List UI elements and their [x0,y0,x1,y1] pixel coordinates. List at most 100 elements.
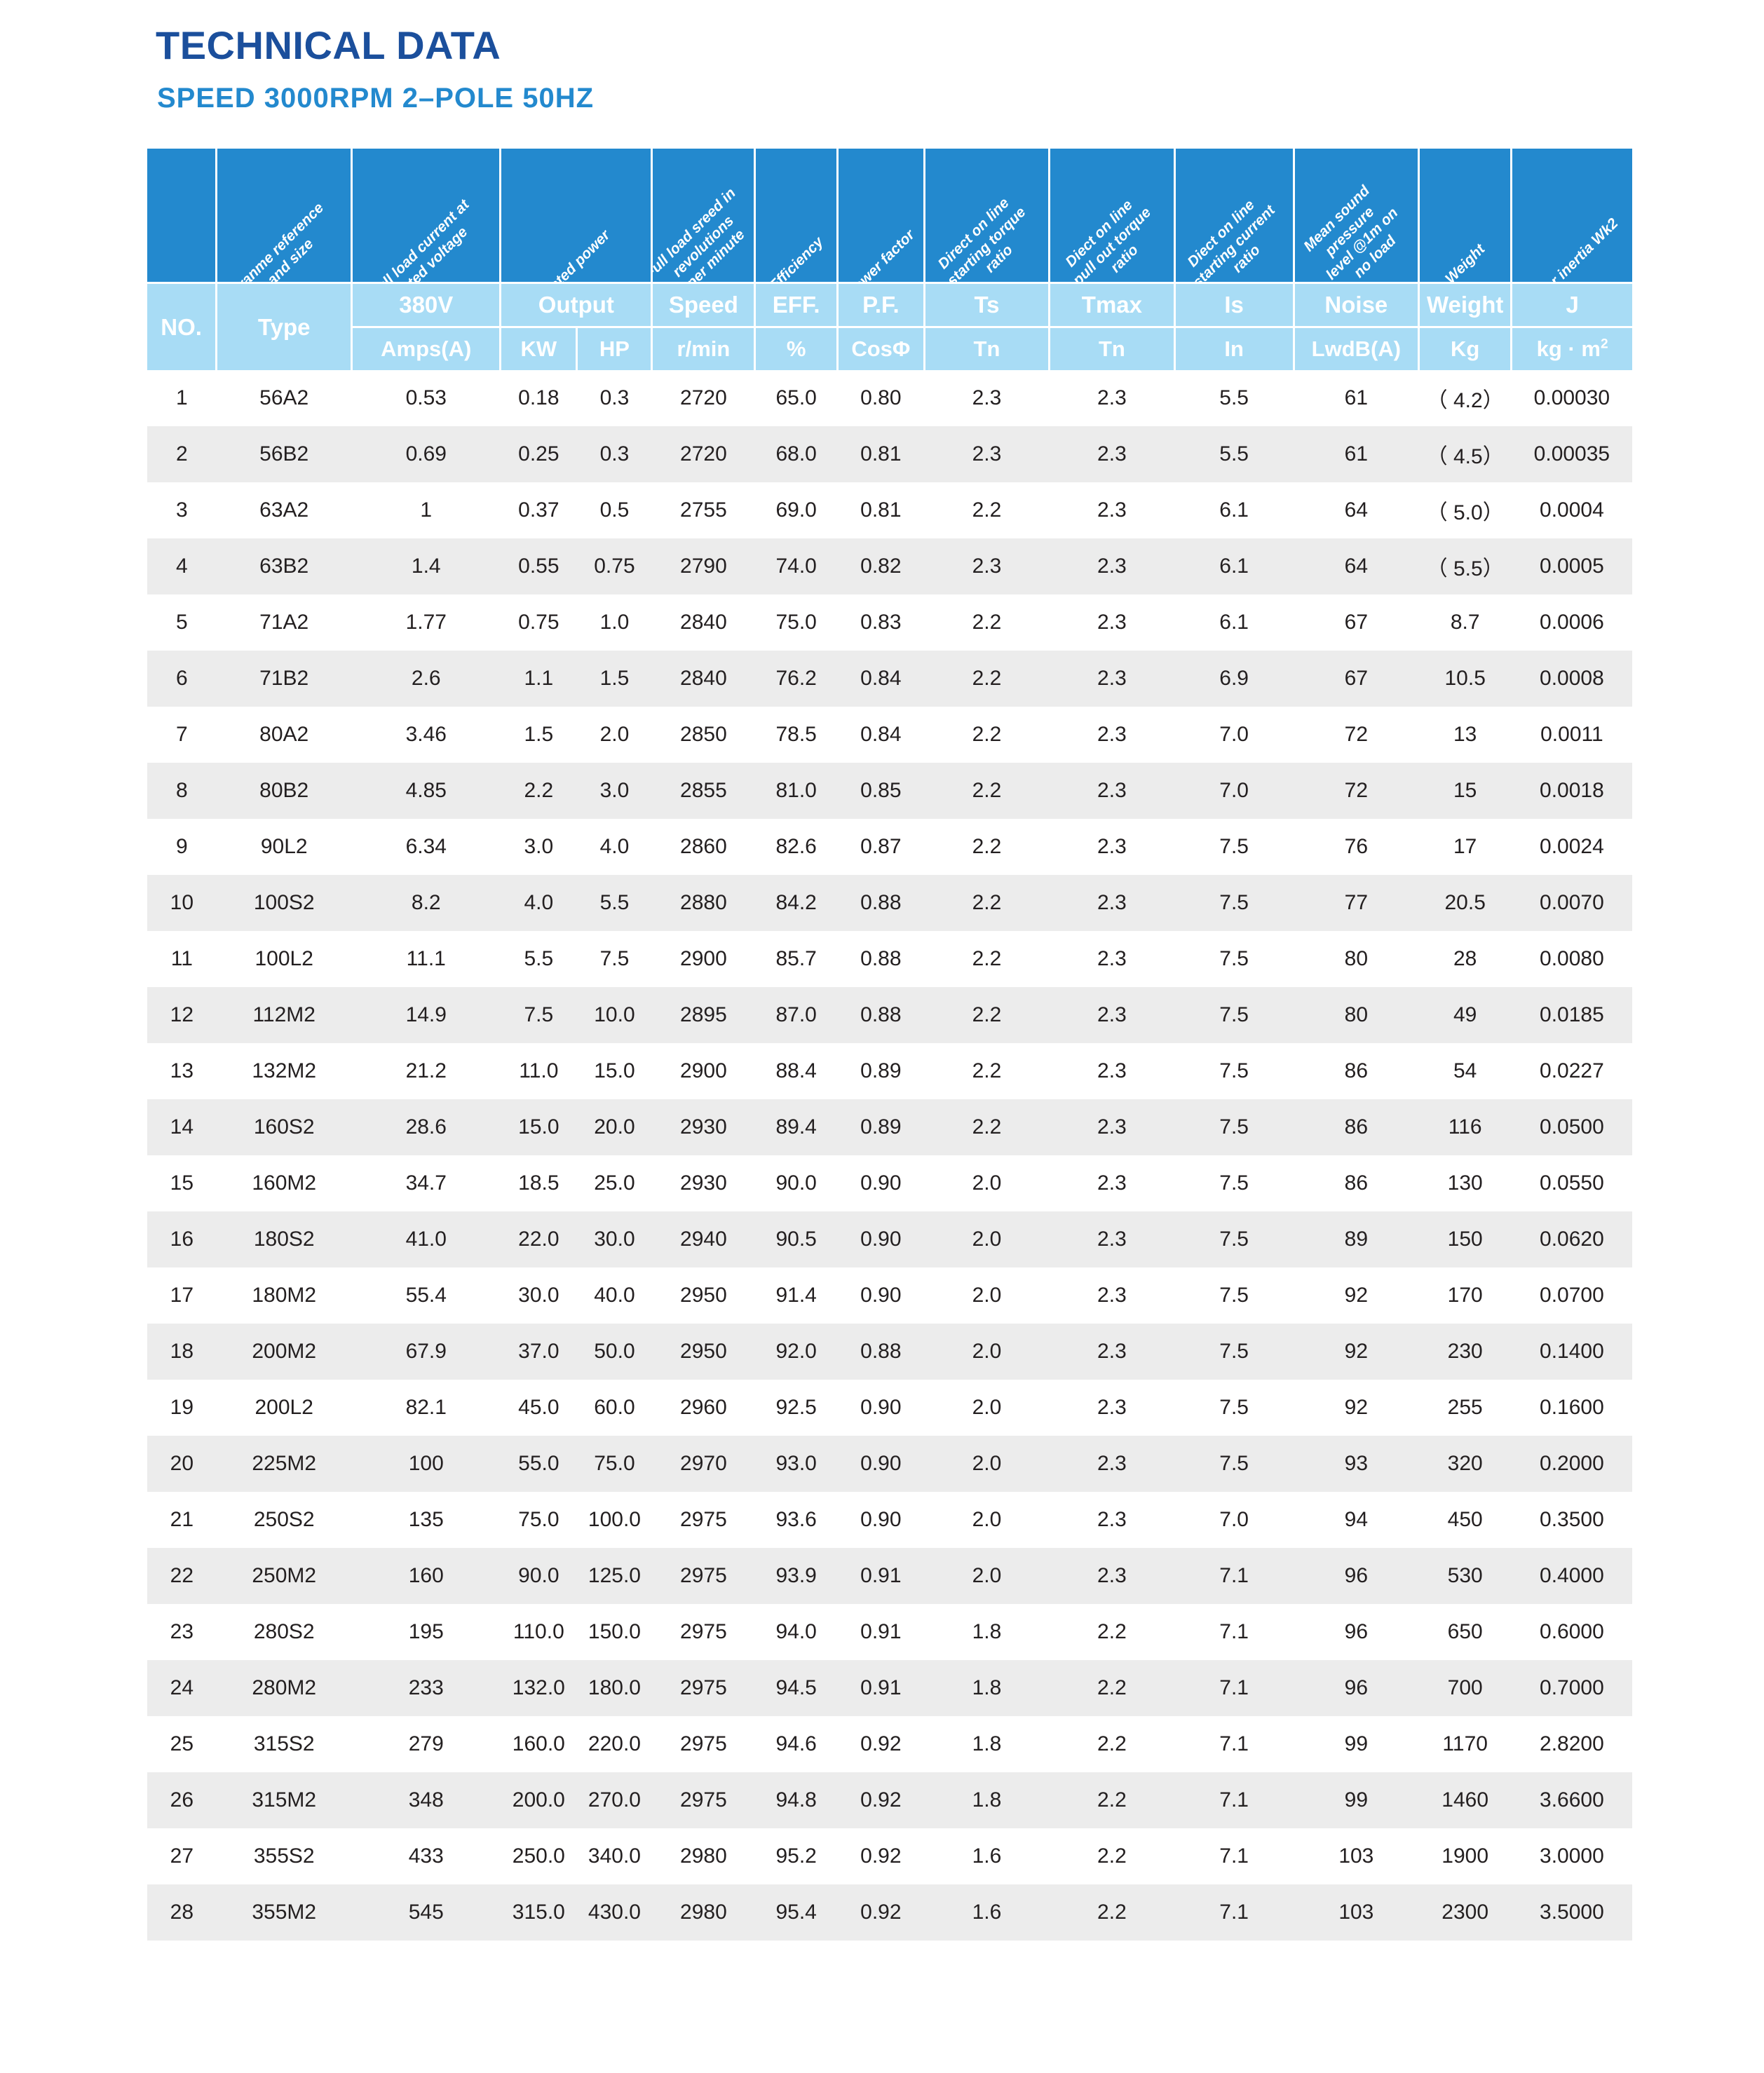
rotated-header-cell-inertia: Rotor inertia Wk2 [1511,149,1632,283]
cell-value: 60.0 [594,1396,635,1419]
cell-value: 5.5 [1174,426,1294,482]
cell-value: 15 [1418,763,1512,819]
cell-no: 9 [175,835,188,858]
cell-value: 5.5 [1219,386,1249,409]
cell-value: 61 [1344,386,1369,409]
cell-no: 14 [147,1099,217,1155]
cell-value: 0.88 [837,875,925,931]
cell-value: 72 [1344,723,1369,746]
cell-type: 80A2 [259,723,309,746]
cell-type: 250S2 [253,1508,315,1531]
cell-type: 56A2 [259,386,309,409]
cell-value: 0.91 [860,1620,902,1643]
cell-value: 0.75 [518,611,559,634]
cell-value: 1460 [1418,1772,1512,1828]
table-row: 8 80B2 4.85 2.2 3.0 2855 81.0 0.85 2.2 2.3 7.0 72 15… [147,763,1632,819]
cell-value: 2980 [680,1844,727,1868]
cell-value: 3.46 [405,723,447,746]
cell-value: 0.6000 [1540,1620,1604,1643]
cell-value: 67 [1294,651,1419,707]
subheader-row-1: NO. Type 380V Output Speed EFF. P.F. Ts … [147,282,1632,370]
cell-value: 15.0 [594,1059,635,1082]
table-row: 17 180M2 55.4 30.0 40.0 2950 91.4 0.90 2.0 2.3 7.5… [147,1267,1632,1324]
cell-value: 0.90 [860,1396,902,1419]
cell-value: 2.2 [1097,1844,1127,1868]
cell-value: 86 [1344,1171,1369,1195]
header-tn-1-unit: Tn [924,326,1051,370]
cell-value: 230 [1418,1324,1512,1380]
cell-value: 7.1 [1174,1884,1294,1941]
cell-value: 430.0 [576,1884,652,1941]
cell-value: 0.84 [860,723,902,746]
cell-value: 96 [1294,1660,1419,1716]
cell-value: 2.3 [1049,763,1175,819]
cell-value: 0.85 [837,763,925,819]
cell-value: 18.5 [518,1171,559,1195]
cell-value: 30.0 [518,1284,559,1307]
cell-value: 1.8 [924,1660,1050,1716]
table-row: 23 280S2 195 110.0 150.0 2975 94.0 0.91 1.8 2.2 7.… [147,1604,1632,1660]
cell-value: 49 [1418,987,1512,1043]
cell-value: 2.3 [1049,651,1175,707]
cell-value: 64 [1344,498,1369,522]
cell-no: 7 [175,723,188,746]
cell-value: 250.0 [512,1844,565,1868]
rotated-label-weight: Weight [1441,241,1488,283]
rotated-header-cell-frame: Franme reference and size [216,149,353,283]
cell-value: 0.92 [860,1844,902,1868]
header-j: J [1511,282,1632,327]
cell-type: 355S2 [253,1844,315,1868]
cell-value: 0.0080 [1540,947,1604,970]
cell-value: 2960 [680,1396,727,1419]
rotated-header-cell-starting-torque: Direct on line starting torque ratio [924,149,1051,283]
cell-value: 200.0 [500,1772,577,1828]
cell-value: 2.3 [1049,426,1175,482]
cell-value: 110.0 [513,1620,564,1643]
cell-value: 90.5 [754,1211,838,1267]
cell-value: 2720 [651,426,755,482]
cell-value: 170 [1447,1284,1483,1307]
cell-value: 255 [1447,1396,1483,1419]
cell-value: 2.3 [1097,723,1127,746]
cell-value: 2.0 [972,1396,1002,1419]
cell-value: 86 [1294,1099,1419,1155]
kgm2-base: kg · m [1536,337,1601,361]
cell-value: 2.2 [924,651,1050,707]
cell-value: 78.5 [775,723,817,746]
rotated-label-frame: Franme reference and size [228,199,327,283]
cell-value: 93.9 [754,1548,838,1604]
cell-no: 20 [147,1436,217,1492]
cell-value: 2.0 [924,1548,1050,1604]
cell-value: 89.4 [754,1099,838,1155]
cell-no: 2 [147,426,217,482]
rotated-header-cell-powerfactor: Power factor [837,149,925,283]
cell-no: 12 [147,987,217,1043]
cell-value: 103 [1294,1884,1419,1941]
cell-value: 7.1 [1174,1772,1294,1828]
header-output-group: Output [500,282,653,327]
cell-no: 25 [170,1732,194,1755]
cell-value: 160.0 [512,1732,565,1755]
cell-value: 91.4 [775,1284,817,1307]
cell-value: 0.90 [860,1284,902,1307]
cell-value: 88.4 [775,1059,817,1082]
cell-value: 1.4 [351,538,501,594]
cell-value: 0.3 [599,386,630,409]
cell-value: 90.0 [500,1548,577,1604]
cell-no: 19 [170,1396,194,1419]
page-title: TECHNICAL DATA [156,23,501,67]
cell-value: 4.0 [500,875,577,931]
cell-value: 99 [1294,1772,1419,1828]
cell-value: 270.0 [576,1772,652,1828]
cell-value: 20.0 [576,1099,652,1155]
cell-value: 40.0 [594,1284,635,1307]
cell-value: 5.5 [524,947,554,970]
cell-value: 2855 [651,763,755,819]
cell-value: 1.8 [972,1620,1002,1643]
cell-value: 2900 [680,947,727,970]
cell-value: 700 [1418,1660,1512,1716]
cell-value: 2930 [680,1171,727,1195]
cell-value: 135 [408,1508,444,1531]
cell-value: （ 5.0） [1426,501,1504,524]
cell-value: 50.0 [576,1324,652,1380]
